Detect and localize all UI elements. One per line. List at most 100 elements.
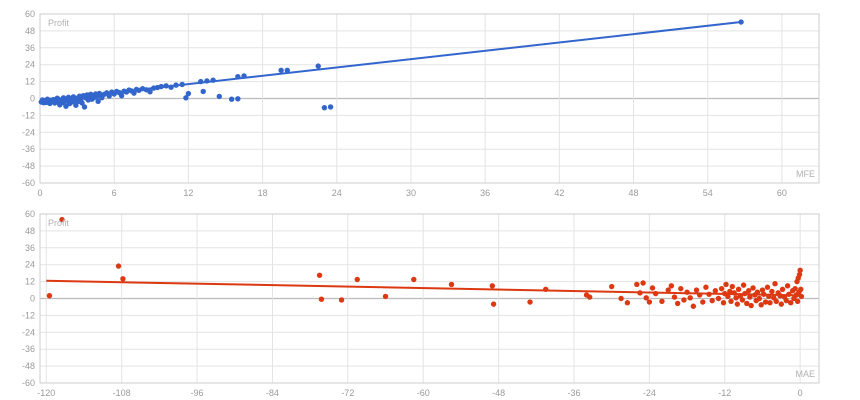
x-tick-label: 12: [183, 188, 193, 198]
data-point: [762, 299, 769, 305]
data-point: [316, 272, 323, 278]
data-point: [734, 301, 741, 307]
data-point: [115, 263, 122, 269]
x-axis-title: MAE: [795, 369, 815, 379]
data-point: [700, 299, 706, 305]
data-point: [798, 286, 804, 293]
y-tick-label: -12: [22, 310, 35, 320]
data-point: [794, 298, 801, 305]
data-point: [106, 93, 112, 99]
data-point: [739, 297, 746, 303]
data-point: [767, 300, 773, 306]
data-point: [769, 288, 775, 295]
data-point: [778, 301, 785, 307]
data-point: [784, 283, 791, 289]
data-point: [674, 300, 681, 307]
data-point: [758, 302, 764, 308]
data-point: [448, 281, 455, 288]
x-tick-label: -12: [718, 388, 731, 398]
x-tick-label: 36: [480, 188, 490, 198]
data-point: [750, 285, 756, 291]
y-tick-label: 24: [25, 60, 35, 70]
data-point: [773, 298, 779, 305]
data-point: [747, 294, 753, 300]
data-point: [315, 63, 321, 69]
trendline: [39, 21, 742, 102]
data-point: [792, 285, 798, 292]
data-point: [720, 300, 727, 306]
y-tick-label: 36: [25, 243, 35, 253]
data-point: [649, 285, 656, 291]
data-point: [608, 283, 615, 290]
x-tick-label: 0: [37, 188, 42, 198]
x-tick-label: -108: [113, 388, 131, 398]
plot-frame: [39, 213, 820, 384]
trendline: [46, 279, 801, 297]
data-point: [745, 288, 752, 294]
data-point: [709, 297, 715, 304]
data-point: [216, 93, 222, 100]
data-point: [703, 284, 709, 290]
data-point: [618, 295, 624, 302]
x-tick-label: -48: [492, 388, 505, 398]
y-tick-label: -36: [22, 344, 35, 354]
data-point: [490, 301, 497, 307]
data-point: [718, 285, 725, 292]
x-tick-label: -72: [341, 388, 354, 398]
x-tick-label: 60: [777, 188, 787, 198]
data-point: [338, 297, 345, 303]
data-point: [59, 216, 65, 223]
data-point: [759, 287, 766, 293]
y-tick-label: 60: [25, 9, 35, 19]
data-point: [228, 96, 235, 102]
data-point: [634, 281, 640, 288]
y-axis-title: Profit: [48, 18, 70, 28]
data-point: [81, 104, 88, 110]
y-tick-label: -60: [22, 378, 35, 388]
data-point: [659, 298, 665, 305]
data-point: [733, 295, 739, 301]
x-tick-label: -120: [37, 388, 55, 398]
data-point: [586, 294, 593, 300]
y-tick-label: -36: [22, 144, 35, 154]
data-point: [788, 300, 794, 306]
x-tick-label: 30: [406, 188, 416, 198]
data-point: [489, 283, 496, 289]
y-tick-label: -48: [22, 361, 35, 371]
data-point: [118, 92, 125, 99]
x-axis-title: MFE: [796, 169, 815, 179]
data-point: [725, 293, 731, 300]
y-tick-label: 24: [25, 260, 35, 270]
y-tick-label: -24: [22, 327, 35, 337]
x-tick-label: 18: [258, 188, 268, 198]
x-tick-label: 42: [554, 188, 564, 198]
y-tick-label: 60: [25, 209, 35, 219]
y-axis-title: Profit: [48, 218, 70, 228]
data-point: [73, 102, 79, 108]
data-point: [278, 67, 284, 74]
y-tick-label: 0: [30, 94, 35, 104]
data-point: [727, 288, 733, 295]
data-point: [284, 67, 291, 74]
y-tick-label: -12: [22, 110, 35, 120]
x-tick-label: 6: [112, 188, 117, 198]
data-point: [321, 104, 328, 111]
data-point: [681, 297, 687, 303]
plot-frame: [39, 13, 820, 184]
data-point: [624, 300, 631, 306]
data-point: [740, 282, 747, 288]
data-point: [318, 296, 325, 302]
data-point: [147, 89, 153, 95]
data-point: [411, 276, 417, 283]
data-point: [796, 271, 803, 278]
data-point: [764, 284, 771, 290]
data-point: [185, 90, 192, 97]
data-point: [643, 295, 649, 301]
data-point: [772, 281, 778, 287]
data-point: [693, 287, 700, 293]
data-point: [646, 299, 653, 305]
x-tick-label: -36: [567, 388, 580, 398]
data-point: [735, 286, 742, 293]
x-tick-label: 0: [798, 388, 803, 398]
